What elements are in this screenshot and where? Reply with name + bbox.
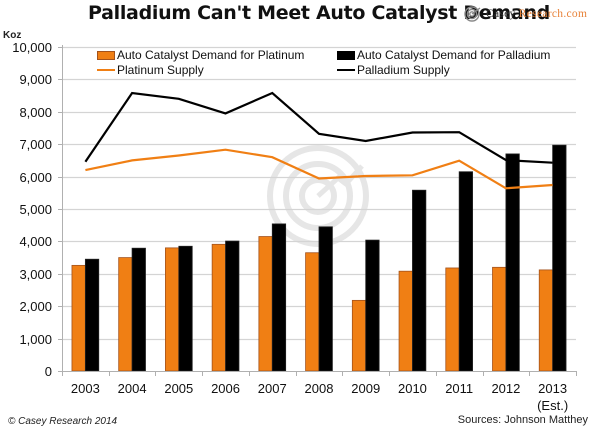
y-tick-label: 10,000: [12, 40, 52, 55]
logo-text: Casey Research.com: [486, 8, 587, 20]
line-palladium-supply: [84, 91, 553, 164]
x-tick-label: 2007: [258, 381, 287, 396]
legend-item-platinum-demand: Auto Catalyst Demand for Platinum: [97, 48, 304, 62]
line-platinum-supply: [85, 148, 553, 190]
bar-palladium-demand: [178, 245, 193, 372]
bar-platinum-demand: [305, 252, 320, 372]
chart-title: Palladium Can't Meet Auto Catalyst Deman…: [88, 2, 550, 24]
y-tick-label: 7,000: [19, 137, 52, 152]
y-tick-labels: 0 1,000 2,000 3,000 4,000 5,000 6,000 7,000 8,00…: [12, 40, 52, 379]
x-tick-sublabel: (Est.): [537, 398, 568, 413]
bar-palladium-demand: [271, 223, 287, 372]
legend-label-palladium-supply: Palladium Supply: [357, 63, 450, 77]
legend-label-platinum-demand: Auto Catalyst Demand for Platinum: [117, 48, 305, 62]
bar-platinum-demand: [351, 299, 367, 372]
y-tick-label: 8,000: [19, 105, 52, 120]
bar-palladium-demand: [225, 240, 240, 372]
y-tick-label: 2,000: [19, 299, 52, 314]
bar-platinum-demand: [258, 236, 273, 372]
legend-label-platinum-supply: Platinum Supply: [117, 63, 204, 77]
y-tick-label: 5,000: [19, 202, 52, 217]
bar-platinum-demand: [538, 269, 554, 372]
bar-platinum-demand: [398, 270, 413, 372]
legend-swatch-palladium-supply: [337, 69, 355, 71]
bar-palladium-demand: [318, 226, 333, 372]
y-tick-label: 0: [45, 364, 52, 379]
x-tick-label: 2003: [71, 381, 100, 396]
x-tick-label: 2011: [445, 381, 473, 396]
legend-swatch-platinum-supply: [97, 69, 115, 71]
lines: [84, 91, 553, 190]
bar-platinum-demand: [71, 264, 86, 372]
x-tick-label: 2009: [351, 381, 380, 396]
logo-text-research: Research.com: [518, 8, 588, 20]
logo-text-casey: Casey: [486, 8, 516, 20]
x-tick-label: 2004: [118, 381, 147, 396]
x-tick-label: 2006: [211, 381, 240, 396]
x-tick-label: 2008: [305, 381, 334, 396]
y-tick-label: 6,000: [19, 170, 52, 185]
y-axis-unit-label: Koz: [3, 30, 22, 41]
x-tick-labels: 2003 2004 2005 2006 2007 2008 2009 2010 2011 2012…: [71, 381, 568, 413]
bar-palladium-demand: [365, 239, 380, 372]
gridlines: [62, 46, 576, 341]
x-tick-label: 2013: [538, 381, 567, 396]
legend-item-palladium-demand: Auto Catalyst Demand for Palladium: [337, 48, 550, 62]
copyright-note: © Casey Research 2014: [8, 416, 118, 427]
bar-palladium-demand: [552, 144, 567, 372]
bar-palladium-demand: [412, 189, 427, 372]
bar-palladium-demand: [131, 247, 146, 372]
x-tick-label: 2005: [164, 381, 193, 396]
x-tick-label: 2010: [398, 381, 427, 396]
bar-palladium-demand: [84, 258, 100, 372]
bar-platinum-demand: [492, 266, 507, 372]
target-logo-icon: [464, 6, 481, 22]
bar-platinum-demand: [445, 267, 460, 372]
bar-platinum-demand: [211, 243, 226, 372]
legend-swatch-platinum-demand: [97, 50, 115, 60]
legend-item-palladium-supply: Palladium Supply: [337, 63, 450, 77]
legend-label-palladium-demand: Auto Catalyst Demand for Palladium: [357, 48, 551, 62]
legend-item-platinum-supply: Platinum Supply: [97, 63, 204, 77]
axes: [58, 45, 577, 376]
x-tick-label: 2012: [491, 381, 520, 396]
bars: [71, 144, 567, 372]
y-tick-label: 3,000: [19, 267, 52, 282]
y-tick-label: 4,000: [19, 234, 52, 249]
casey-research-logo: Casey Research.com: [463, 6, 587, 22]
bar-platinum-demand: [118, 257, 133, 372]
bar-platinum-demand: [165, 247, 180, 372]
source-note: Sources: Johnson Matthey: [457, 414, 588, 426]
y-tick-label: 1,000: [19, 332, 52, 347]
legend-swatch-palladium-demand: [337, 50, 355, 60]
bar-palladium-demand: [458, 171, 473, 372]
y-tick-label: 9,000: [19, 72, 52, 87]
watermark-logo-icon: [267, 145, 369, 247]
